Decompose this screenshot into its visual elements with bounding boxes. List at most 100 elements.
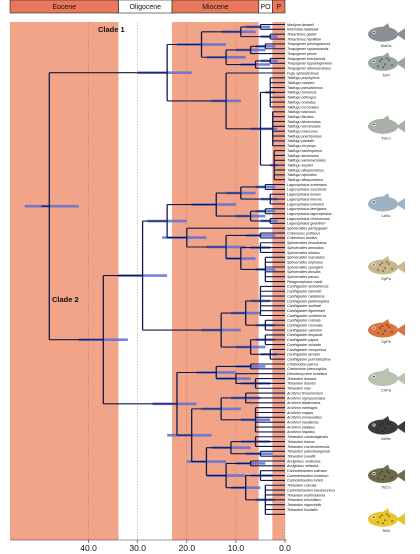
taxon-label: Arothron manilensis: [286, 421, 319, 425]
taxon-label: Canthigaster valentini: [287, 328, 322, 332]
taxon-label: Lagocephalus inermis: [287, 197, 322, 201]
taxon-label: Takifugu obscurus: [287, 110, 316, 114]
epoch-label: Miocene: [202, 4, 229, 11]
fish-spot: [386, 57, 388, 60]
fish-spot: [382, 430, 384, 432]
taxon-label: Lagocephalus lunaris: [287, 193, 321, 197]
taxon-label: Torquigener albomaculosus: [287, 66, 331, 70]
taxon-label: Torquigener hypselogeneion: [287, 62, 332, 66]
taxon-label: Carinotetraodon salivator: [287, 469, 328, 473]
taxon-label: Takifugu xanthopterus: [287, 149, 322, 153]
taxon-label: Tetraodon leiurus: [287, 440, 315, 444]
taxon-label: Reicheltia halsteadi: [287, 28, 318, 32]
taxon-label: Sphoeroides annulatus: [287, 246, 324, 250]
taxon-label: Takifugu niphobles: [287, 173, 317, 177]
taxon-label: Tetraodon duboisi: [287, 382, 316, 386]
axis-tick-label: 30.0: [129, 543, 146, 553]
fish-dorsal-fin: [381, 256, 390, 262]
taxon-label: Tetractenos hamiltoni: [287, 37, 321, 41]
taxon-label: Arothron meleagris: [286, 406, 318, 410]
taxon-label: Canthigaster jactator: [287, 353, 321, 357]
fish-spot: [381, 325, 383, 327]
taxon-label: Tetractenos glaber: [287, 33, 317, 37]
epoch-header-bar: Eocene Oligocene Miocene PO P: [9, 0, 286, 14]
fish-spot: [382, 333, 384, 335]
taxon-label: Takifugu alboplumbeus: [287, 168, 324, 172]
axis-tick-label: 20.0: [179, 543, 196, 553]
fish-pupil: [373, 60, 375, 63]
fish-spot: [386, 421, 388, 423]
taxon-label: Takifugu bimaculatus: [287, 120, 321, 124]
taxon-label: Lagocephalus laevigatus: [287, 207, 327, 211]
fish-body: [368, 511, 398, 527]
taxon-label: Tetraodon mbu: [287, 387, 311, 391]
fish-spot: [377, 521, 379, 524]
fish-pupil: [373, 424, 375, 426]
epoch-band: [10, 22, 119, 540]
fish-dorsal-fin: [381, 367, 390, 374]
taxon-label: Takifugu vermicularis: [287, 125, 321, 129]
fish-spot: [386, 261, 388, 263]
taxon-label: Arothron hispidus: [286, 430, 315, 434]
taxon-label: Tetraodon lineatus: [287, 377, 317, 381]
fish-label: TeCu: [381, 485, 390, 490]
fish-pupil: [373, 123, 375, 126]
taxon-label: Lagocephalus guentheri: [287, 222, 326, 226]
taxon-label: Canthigaster janthinoptera: [287, 299, 329, 303]
taxon-label: Arothron immaculatus: [286, 416, 322, 420]
taxon-label: Takifugu oblongus: [287, 96, 316, 100]
taxon-label: Takifugu stictonotus: [287, 154, 319, 158]
fish-label: LaSc: [381, 213, 390, 218]
taxon-label: Tetraodon cutcutia: [287, 484, 316, 488]
fish-spot: [388, 326, 390, 328]
axis-tick-label: 10.0: [228, 543, 245, 553]
fish-spot: [388, 471, 390, 474]
fish-topl-illustration: ToPl: [368, 52, 405, 77]
fish-body: [368, 259, 398, 275]
fish-label: TaCo: [381, 135, 391, 140]
fish-pupil: [373, 201, 375, 203]
fish-spot: [391, 476, 393, 479]
fish-spot: [381, 262, 383, 264]
fish-spot: [386, 324, 388, 326]
taxon-label: Canthigaster rostrata: [287, 319, 321, 323]
taxon-label: Sphoeroides lobatus: [287, 251, 320, 255]
taxon-label: Tetraodon suvattii: [287, 454, 315, 458]
fish-spot: [384, 63, 386, 66]
taxon-label: Takifugu ocellatus: [287, 100, 316, 104]
fish-spot: [379, 60, 381, 63]
fish-spot: [391, 331, 393, 333]
taxon-label: Tetraodon fluviatilis: [287, 508, 318, 512]
fish-tail: [396, 324, 405, 337]
fish-dorsal-fin: [381, 508, 390, 515]
taxon-label: Takifugu pseudommus: [287, 86, 323, 90]
fish-spot: [384, 427, 386, 429]
fish-illustrations: MaDa ToPl TaCo LaSc SpPa SpPe ChPa ArMe TeCu TeBi: [368, 23, 405, 533]
fish-body: [368, 322, 398, 338]
axis-tick-label: 0.0: [279, 543, 291, 553]
taxon-label: Arothron diadematus: [286, 401, 321, 405]
fish-tail: [396, 57, 405, 70]
fish-body: [368, 55, 398, 71]
taxon-label: Tetraodon biocellatus: [287, 498, 321, 502]
fish-tebi-illustration: TeBi: [368, 508, 405, 533]
fish-tecu-illustration: TeCu: [368, 464, 405, 490]
taxon-label: Torquigener squamicauda: [287, 47, 328, 51]
taxon-label: Fugu spinosissimus: [287, 71, 319, 75]
taxon-label: Tetraodon cambodgiensis: [287, 435, 328, 439]
taxon-label: Sphoeroides pachygaster: [287, 227, 329, 231]
fish-dorsal-fin: [381, 52, 390, 59]
taxon-label: Auriglobus nefastus: [286, 464, 319, 468]
fish-spot: [386, 513, 388, 516]
taxon-label: Sphoeroides testudineus: [287, 241, 327, 245]
taxon-label: Takifugu poecilonotus: [287, 134, 322, 138]
taxon-label: Lagocephalus lagocephalus: [287, 212, 332, 216]
epoch-band: [118, 22, 173, 540]
fish-spot: [384, 267, 386, 269]
fish-spot: [381, 514, 383, 517]
fish-tail: [396, 197, 405, 210]
fish-spot: [388, 515, 390, 518]
fish-body: [368, 26, 398, 42]
fish-spot: [391, 268, 393, 270]
